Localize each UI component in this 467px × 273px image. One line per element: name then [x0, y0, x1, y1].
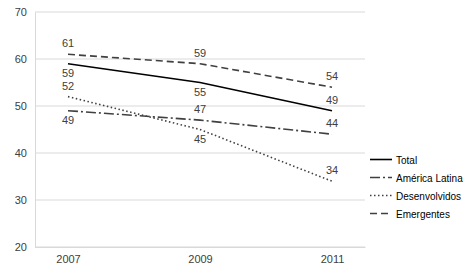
data-labels: 59 55 49 49 47 44 52 45 34 61 59 54 — [62, 37, 338, 176]
x-axis-line — [36, 247, 366, 248]
y-axis-line — [35, 13, 36, 248]
legend: Total América Latina Desenvolvidos Emergent… — [370, 155, 463, 220]
lines — [68, 54, 332, 181]
data-label: 54 — [326, 70, 338, 82]
data-label: 44 — [326, 117, 338, 129]
data-label: 61 — [62, 37, 74, 49]
grid-line — [35, 247, 365, 248]
legend-label: América Latina — [396, 173, 463, 184]
data-label: 49 — [326, 94, 338, 106]
grid — [35, 12, 365, 247]
y-tick-label: 70 — [15, 6, 27, 18]
y-tick: 20 — [15, 241, 35, 253]
x-axis: 2007 2009 2011 — [36, 247, 366, 265]
series-line — [68, 54, 332, 87]
y-tick-label: 50 — [15, 100, 27, 112]
x-tick: 2009 — [188, 247, 212, 265]
legend-label: Emergentes — [396, 209, 450, 220]
y-tick-label: 60 — [15, 53, 27, 65]
legend-swatch — [370, 177, 392, 179]
data-label: 52 — [62, 80, 74, 92]
legend-label: Total — [396, 155, 417, 166]
chart: 20 30 40 50 60 70 2007 2009 2011 59 55 49 49 47 44 52 45… — [0, 0, 467, 273]
legend-swatch — [370, 213, 392, 215]
x-tick: 2011 — [321, 247, 345, 265]
grid-line — [35, 12, 365, 13]
data-label: 49 — [62, 114, 74, 126]
y-tick: 50 — [15, 100, 35, 112]
x-tick-label: 2007 — [56, 253, 80, 265]
data-label: 47 — [194, 103, 206, 115]
grid-line — [35, 153, 365, 154]
y-tick: 60 — [15, 53, 35, 65]
data-label: 45 — [194, 133, 206, 145]
y-tick-label: 20 — [15, 241, 27, 253]
legend-label: Desenvolvidos — [396, 191, 461, 202]
y-tick-label: 30 — [15, 194, 27, 206]
y-tick: 30 — [15, 194, 35, 206]
y-axis: 20 30 40 50 60 70 — [15, 6, 36, 253]
data-label: 59 — [62, 67, 74, 79]
y-tick: 70 — [15, 6, 35, 18]
grid-line — [35, 200, 365, 201]
data-label: 34 — [326, 164, 338, 176]
data-label: 55 — [194, 86, 206, 98]
x-tick: 2007 — [56, 247, 80, 265]
x-tick-label: 2011 — [321, 253, 345, 265]
y-tick-label: 40 — [15, 147, 27, 159]
series-line — [68, 97, 332, 182]
legend-swatch — [370, 159, 392, 161]
data-label: 59 — [194, 47, 206, 59]
legend-swatch — [370, 195, 392, 197]
x-tick-label: 2009 — [188, 253, 212, 265]
y-tick: 40 — [15, 147, 35, 159]
